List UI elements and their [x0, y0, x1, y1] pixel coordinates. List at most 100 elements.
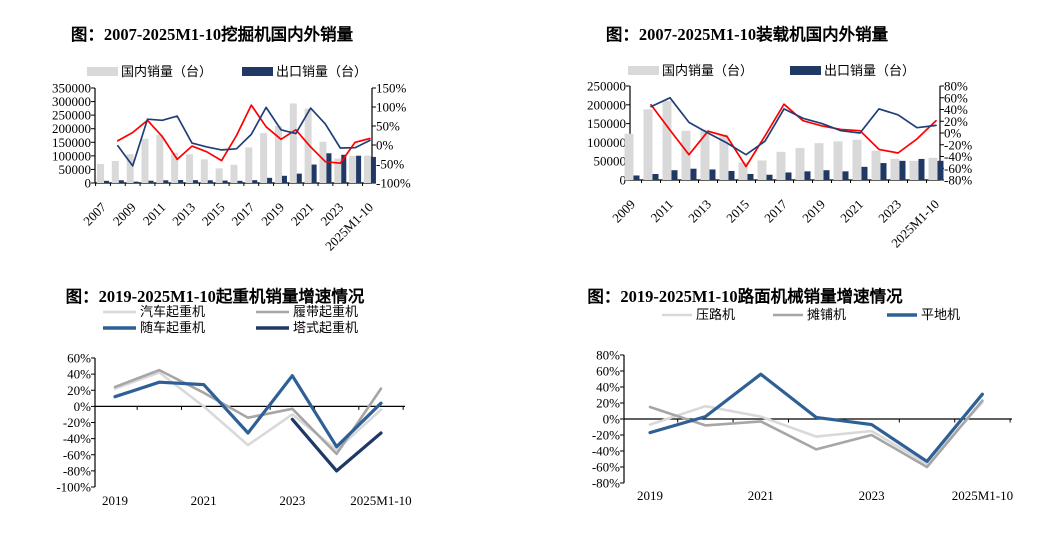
bar [245, 147, 253, 183]
chart-title: 图：2019-2025M1-10起重机销量增速情况 [66, 286, 365, 306]
bar [690, 168, 697, 180]
right-axis-label: 150% [376, 81, 407, 96]
export-sales-bars [104, 153, 376, 183]
domestic-sales-bars [97, 103, 371, 183]
left-axis-label: 50000 [594, 154, 627, 169]
bar [192, 180, 198, 183]
x-axis-label: 2015 [199, 200, 228, 229]
legend-swatch [628, 66, 659, 75]
bar [643, 109, 653, 180]
bar [842, 171, 849, 180]
bar [111, 161, 119, 183]
red-growth-line [116, 104, 371, 165]
y-axis-label: -40% [63, 431, 91, 446]
x-axis-label: 2009 [609, 197, 638, 226]
x-axis-label: 2023 [279, 493, 305, 508]
bar [104, 180, 109, 183]
series-line-2 [113, 374, 383, 449]
bar [909, 160, 919, 180]
excavator-sales-chart: 图：2007-2025M1-10挖掘机国内外销量 350000300000250… [52, 24, 411, 254]
bar [296, 173, 302, 183]
right-axis-label: 0% [376, 138, 394, 153]
road-machinery-growth-chart: 图：2019-2025M1-10路面机械销量增速情况 80%60%40%20%0… [587, 286, 1013, 503]
x-axis-label: 2019 [799, 197, 828, 226]
legend-swatch [790, 66, 821, 75]
y-axis-label: -80% [63, 463, 91, 478]
bar [126, 154, 134, 183]
x-axis-label: 2013 [685, 197, 714, 226]
bar [681, 130, 691, 180]
series-line-2 [648, 372, 984, 463]
legend-label: 随车起重机 [140, 320, 205, 335]
y-axis-label: 60% [596, 364, 620, 379]
navy-growth-line [116, 106, 371, 167]
bar [899, 160, 906, 180]
right-axis-label: -50% [376, 157, 404, 172]
bar [918, 158, 925, 180]
bar [304, 108, 312, 183]
bar [171, 152, 179, 183]
bar [148, 180, 154, 183]
bar [363, 155, 371, 183]
bar [861, 166, 868, 180]
right-axis-label: 100% [376, 100, 407, 115]
right-axis-label: -40% [944, 149, 972, 164]
bar [890, 158, 900, 180]
right-axis-label: -20% [944, 137, 972, 152]
bar [928, 157, 938, 180]
right-axis-label: 80% [944, 79, 968, 94]
bar [633, 175, 640, 180]
bar [738, 162, 748, 180]
bar [757, 160, 767, 180]
legend-label: 汽车起重机 [140, 304, 205, 319]
bar [652, 173, 659, 180]
left-axis-label: 250000 [587, 79, 626, 94]
series-line-0 [648, 400, 984, 466]
y-axis-label: -100% [56, 480, 91, 495]
bar [728, 170, 735, 180]
bar [200, 159, 208, 183]
bar [207, 180, 213, 183]
legend-swatch [87, 67, 118, 76]
bar [804, 171, 811, 180]
legend-swatch [242, 67, 273, 76]
x-axis-label: 2021 [837, 197, 866, 226]
x-axis-label: 2021 [748, 488, 774, 503]
bar [141, 138, 149, 183]
legend-label: 摊铺机 [807, 307, 846, 322]
left-axis-label: 50000 [59, 162, 92, 177]
x-axis-label: 2019 [102, 493, 128, 508]
right-axis-label: 50% [376, 119, 400, 134]
y-axis-label: 0% [603, 412, 621, 427]
red-growth-line [650, 103, 937, 168]
bar [871, 150, 881, 180]
x-axis-label: 2009 [110, 200, 139, 229]
bar [215, 168, 223, 183]
domestic-sales-bars [624, 101, 938, 180]
legend-label: 国内销量（台） [121, 64, 212, 79]
series-line-3 [290, 417, 383, 473]
legend-label: 压路机 [696, 307, 735, 322]
y-axis-label: 0% [74, 399, 92, 414]
bar [814, 143, 824, 180]
right-axis-label: -80% [944, 173, 972, 188]
left-axis-label: 100000 [52, 148, 91, 163]
legend-label: 履带起重机 [293, 304, 358, 319]
y-axis-label: 40% [596, 380, 620, 395]
legend-label: 平地机 [921, 307, 960, 322]
x-axis-label: 2017 [228, 199, 257, 228]
left-axis-label: 0 [620, 173, 627, 188]
bar [747, 173, 754, 180]
x-axis-label: 2019 [637, 488, 663, 503]
left-axis-label: 100000 [587, 135, 626, 150]
x-axis-label: 2013 [169, 200, 198, 229]
left-axis-label: 350000 [52, 81, 91, 96]
bar [237, 180, 243, 183]
bar [222, 180, 228, 183]
right-axis-label: -100% [376, 176, 411, 191]
bar [349, 155, 357, 183]
export-sales-bars [633, 158, 944, 180]
series-line-1 [648, 399, 984, 469]
bar [709, 169, 716, 180]
